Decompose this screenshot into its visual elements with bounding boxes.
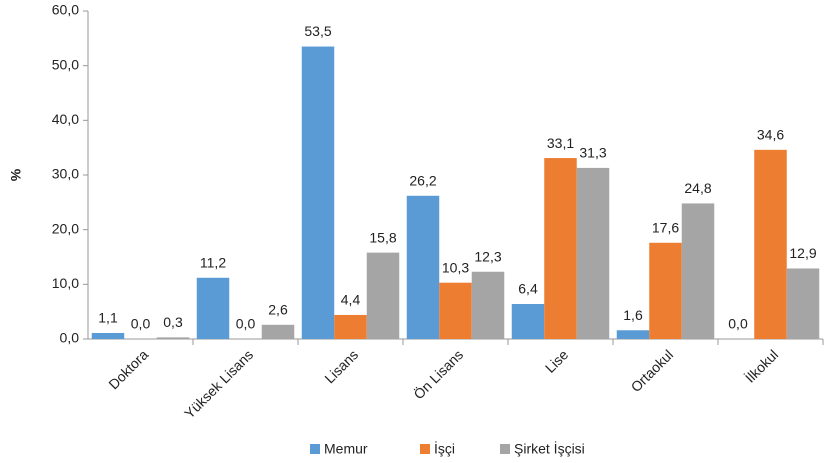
value-label: 24,8 bbox=[684, 180, 711, 196]
y-tick-label: 50,0 bbox=[52, 56, 79, 72]
bar bbox=[301, 46, 335, 340]
y-tick-label: 0,0 bbox=[60, 330, 80, 346]
y-axis-label: % bbox=[8, 168, 24, 181]
x-tick-label: Ön Lisans bbox=[410, 346, 467, 403]
value-label: 31,3 bbox=[579, 145, 606, 161]
value-label: 53,5 bbox=[304, 23, 331, 39]
bar bbox=[511, 304, 545, 339]
bar bbox=[439, 282, 472, 339]
value-label: 0,0 bbox=[728, 316, 748, 332]
value-label: 26,2 bbox=[409, 172, 436, 188]
legend-label: İşçi bbox=[434, 440, 455, 457]
bar bbox=[156, 337, 190, 339]
y-tick-label: 30,0 bbox=[52, 166, 79, 182]
value-label: 15,8 bbox=[369, 229, 396, 245]
bar bbox=[786, 268, 820, 339]
y-tick-label: 20,0 bbox=[52, 220, 79, 236]
value-label: 34,6 bbox=[757, 127, 784, 143]
value-label: 0,0 bbox=[236, 316, 256, 332]
legend-label: Şirket İşçisi bbox=[514, 440, 585, 457]
bar bbox=[576, 167, 610, 339]
y-tick-label: 40,0 bbox=[52, 111, 79, 127]
legend-swatch bbox=[500, 444, 510, 454]
legend-label: Memur bbox=[324, 441, 368, 457]
bar bbox=[649, 242, 682, 339]
value-label: 17,6 bbox=[652, 219, 679, 235]
value-label: 11,2 bbox=[200, 254, 226, 270]
bar bbox=[261, 324, 295, 339]
bar bbox=[471, 271, 505, 339]
value-label: 2,6 bbox=[268, 301, 288, 317]
bar bbox=[616, 330, 650, 339]
bar bbox=[91, 332, 125, 339]
bar bbox=[681, 203, 715, 339]
x-tick-label: Lise bbox=[542, 346, 572, 376]
value-label: 4,4 bbox=[341, 292, 361, 308]
value-label: 10,3 bbox=[442, 259, 469, 275]
x-tick-label: Ortaokul bbox=[628, 346, 677, 395]
x-tick-label: Lisans bbox=[321, 346, 361, 386]
value-label: 33,1 bbox=[547, 135, 574, 151]
bar bbox=[544, 158, 577, 339]
value-label: 1,1 bbox=[98, 310, 118, 326]
bar bbox=[334, 314, 367, 339]
bar bbox=[196, 277, 230, 339]
value-label: 1,6 bbox=[623, 307, 643, 323]
legend-swatch bbox=[310, 444, 320, 454]
value-label: 12,9 bbox=[789, 245, 816, 261]
bar bbox=[754, 149, 787, 339]
bar bbox=[366, 252, 400, 339]
value-label: 0,0 bbox=[131, 316, 151, 332]
legend-swatch bbox=[420, 444, 430, 454]
value-label: 6,4 bbox=[518, 281, 538, 297]
x-tick-label: Yüksek Lisans bbox=[181, 346, 256, 421]
value-label: 0,3 bbox=[163, 314, 183, 330]
y-tick-label: 10,0 bbox=[52, 275, 79, 291]
x-tick-label: Doktora bbox=[105, 346, 151, 392]
bar bbox=[406, 195, 440, 339]
value-label: 12,3 bbox=[474, 248, 501, 264]
y-tick-label: 60,0 bbox=[52, 2, 79, 18]
x-tick-label: İlkokul bbox=[741, 346, 781, 386]
